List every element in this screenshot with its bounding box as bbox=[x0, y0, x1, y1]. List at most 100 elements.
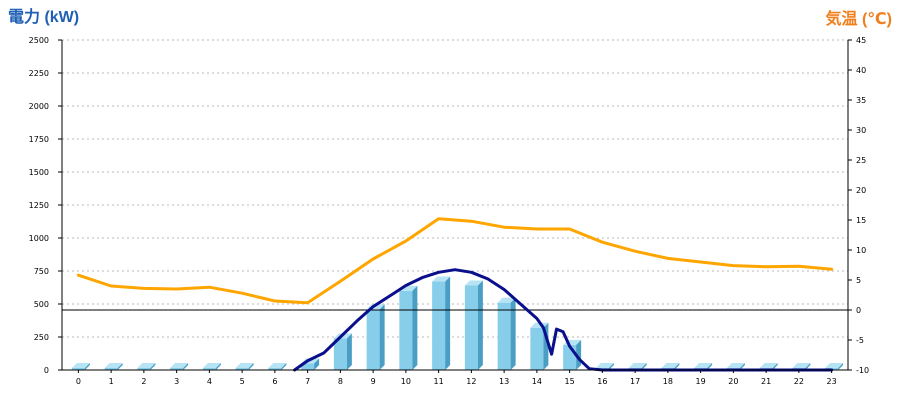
bar-front bbox=[104, 368, 118, 370]
x-tick-label: 13 bbox=[499, 377, 509, 386]
power-bars bbox=[71, 276, 844, 370]
x-tick-label: 5 bbox=[240, 377, 245, 386]
bar-front bbox=[268, 368, 282, 370]
right-tick-label: 25 bbox=[856, 156, 866, 165]
bar-side bbox=[510, 297, 516, 370]
right-tick-label: 30 bbox=[856, 126, 866, 135]
right-tick-label: 0 bbox=[856, 306, 861, 315]
bar-front bbox=[137, 368, 151, 370]
bar-side bbox=[183, 363, 189, 370]
bar-side bbox=[641, 363, 647, 370]
bar-side bbox=[707, 363, 713, 370]
bar-top bbox=[825, 363, 844, 368]
left-tick-label: 2500 bbox=[29, 36, 49, 45]
bar bbox=[432, 276, 451, 370]
bar bbox=[268, 363, 287, 370]
x-tick-label: 0 bbox=[76, 377, 81, 386]
bar-side bbox=[248, 363, 254, 370]
bar-top bbox=[628, 363, 647, 368]
bar-side bbox=[477, 280, 483, 370]
x-tick-label: 7 bbox=[305, 377, 310, 386]
x-tick-label: 12 bbox=[466, 377, 476, 386]
bar bbox=[366, 304, 385, 370]
bar-side bbox=[412, 285, 418, 370]
right-axis-title: 気温 (℃) bbox=[826, 9, 892, 28]
x-tick-label: 11 bbox=[434, 377, 444, 386]
bar-front bbox=[170, 368, 184, 370]
x-tick-label: 17 bbox=[630, 377, 640, 386]
bar-side bbox=[576, 339, 582, 370]
x-tick-label: 20 bbox=[728, 377, 738, 386]
bar-side bbox=[346, 333, 352, 370]
x-tick-label: 10 bbox=[401, 377, 411, 386]
bar-top bbox=[137, 363, 156, 368]
left-tick-label: 500 bbox=[34, 300, 49, 309]
bar-top bbox=[104, 363, 123, 368]
left-tick-label: 0 bbox=[44, 366, 49, 375]
bar-side bbox=[117, 363, 123, 370]
left-tick-label: 2250 bbox=[29, 69, 49, 78]
bar-side bbox=[674, 363, 680, 370]
left-tick-label: 1750 bbox=[29, 135, 49, 144]
x-tick-label: 9 bbox=[371, 377, 376, 386]
bar bbox=[530, 322, 549, 370]
x-tick-labels: 0 1 2 3 4 5 6 7 8 9 10 11 12 13 14 15 16 17 18 19 20 21 22 23 bbox=[76, 370, 837, 386]
bar bbox=[563, 339, 582, 370]
bar bbox=[235, 363, 254, 370]
bar-side bbox=[838, 363, 844, 370]
bar bbox=[464, 280, 483, 370]
bar bbox=[202, 363, 221, 370]
left-tick-label: 2000 bbox=[29, 102, 49, 111]
right-tick-label: 10 bbox=[856, 246, 866, 255]
bar-front bbox=[497, 302, 511, 370]
axes bbox=[61, 40, 849, 371]
bar-front bbox=[333, 338, 347, 370]
x-tick-label: 16 bbox=[597, 377, 607, 386]
bar-top bbox=[595, 363, 614, 368]
temperature-line bbox=[76, 217, 834, 305]
left-tick-labels: 0 250 500 750 1000 1250 1500 1750 2000 2250 2500 bbox=[29, 36, 62, 375]
x-tick-label: 6 bbox=[272, 377, 277, 386]
right-tick-label: 35 bbox=[856, 96, 866, 105]
right-tick-label: 40 bbox=[856, 66, 866, 75]
x-tick-label: 21 bbox=[761, 377, 771, 386]
bar-side bbox=[379, 304, 385, 370]
bar-front bbox=[399, 290, 413, 370]
bar bbox=[137, 363, 156, 370]
x-tick-label: 15 bbox=[565, 377, 575, 386]
bar-top bbox=[661, 363, 680, 368]
bar-front bbox=[71, 368, 85, 370]
bar-front bbox=[432, 281, 446, 370]
bar-front bbox=[530, 327, 544, 370]
bar bbox=[71, 363, 90, 370]
left-axis-title: 電力 (kW) bbox=[8, 7, 79, 26]
right-tick-label: 20 bbox=[856, 186, 866, 195]
left-tick-label: 750 bbox=[34, 267, 49, 276]
bar-top bbox=[170, 363, 189, 368]
right-tick-label: 15 bbox=[856, 216, 866, 225]
x-tick-label: 8 bbox=[338, 377, 343, 386]
bar-top bbox=[464, 280, 483, 286]
right-tick-label: 5 bbox=[856, 276, 861, 285]
bar bbox=[104, 363, 123, 370]
bar-side bbox=[150, 363, 156, 370]
x-tick-label: 14 bbox=[532, 377, 542, 386]
bar-top bbox=[268, 363, 287, 368]
grid-lines bbox=[62, 39, 848, 338]
bar-side bbox=[608, 363, 614, 370]
bar-side bbox=[445, 276, 451, 370]
bar-front bbox=[366, 309, 380, 370]
right-tick-label: -10 bbox=[856, 366, 869, 375]
bar-side bbox=[215, 363, 221, 370]
left-tick-label: 1250 bbox=[29, 201, 49, 210]
bar-front bbox=[464, 285, 478, 370]
x-tick-label: 19 bbox=[696, 377, 706, 386]
right-tick-labels: -10 -5 0 5 10 15 20 25 30 35 40 45 bbox=[848, 36, 869, 375]
bar bbox=[170, 363, 189, 370]
right-tick-label: -5 bbox=[856, 336, 864, 345]
right-tick-label: 45 bbox=[856, 36, 866, 45]
bar-top bbox=[694, 363, 713, 368]
bar-top bbox=[759, 363, 778, 368]
left-tick-label: 250 bbox=[34, 333, 49, 342]
